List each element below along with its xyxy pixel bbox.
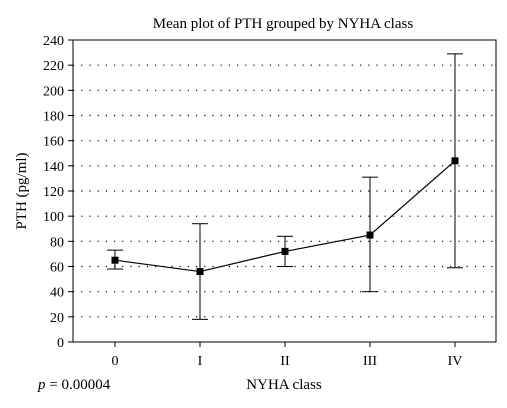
y-tick-label: 80	[50, 235, 64, 250]
y-tick-label: 160	[43, 135, 64, 150]
x-tick-label: IV	[448, 354, 463, 369]
y-tick-label: 120	[43, 185, 64, 200]
mean-marker	[451, 157, 459, 165]
y-tick-labels: 0 20 40 60 80 100 120 140 160 180 200 220 240	[43, 34, 64, 351]
mean-marker	[281, 247, 289, 255]
mean-markers	[111, 157, 459, 276]
mean-marker	[366, 231, 374, 239]
error-bars	[107, 53, 463, 320]
y-tick-label: 140	[43, 160, 64, 175]
y-tick-label: 0	[57, 336, 64, 351]
y-tick-label: 240	[43, 34, 64, 49]
x-tick-label: I	[198, 354, 203, 369]
x-tick-labels: 0 I II III IV	[112, 354, 463, 369]
x-tick-label: 0	[112, 354, 119, 369]
chart-title: Mean plot of PTH grouped by NYHA class	[153, 16, 414, 32]
y-tick-label: 40	[50, 286, 64, 301]
p-symbol: p	[37, 377, 46, 393]
axes	[68, 39, 456, 347]
y-tick-label: 180	[43, 110, 64, 125]
y-axis-label: PTH (pg/ml)	[14, 152, 30, 229]
p-value: = 0.00004	[46, 377, 111, 393]
y-tick-label: 220	[43, 59, 64, 74]
y-tick-label: 20	[50, 311, 64, 326]
y-tick-label: 100	[43, 210, 64, 225]
mean-marker	[111, 256, 119, 264]
y-tick-label: 60	[50, 261, 64, 276]
x-axis-label: NYHA class	[246, 377, 322, 393]
plot-frame	[72, 39, 497, 343]
y-tick-label: 200	[43, 84, 64, 99]
p-value-annotation: p = 0.00004	[37, 377, 111, 393]
mean-marker	[196, 268, 204, 276]
x-tick-label: II	[280, 354, 290, 369]
grid-lines	[73, 64, 496, 318]
x-tick-label: III	[363, 354, 377, 369]
